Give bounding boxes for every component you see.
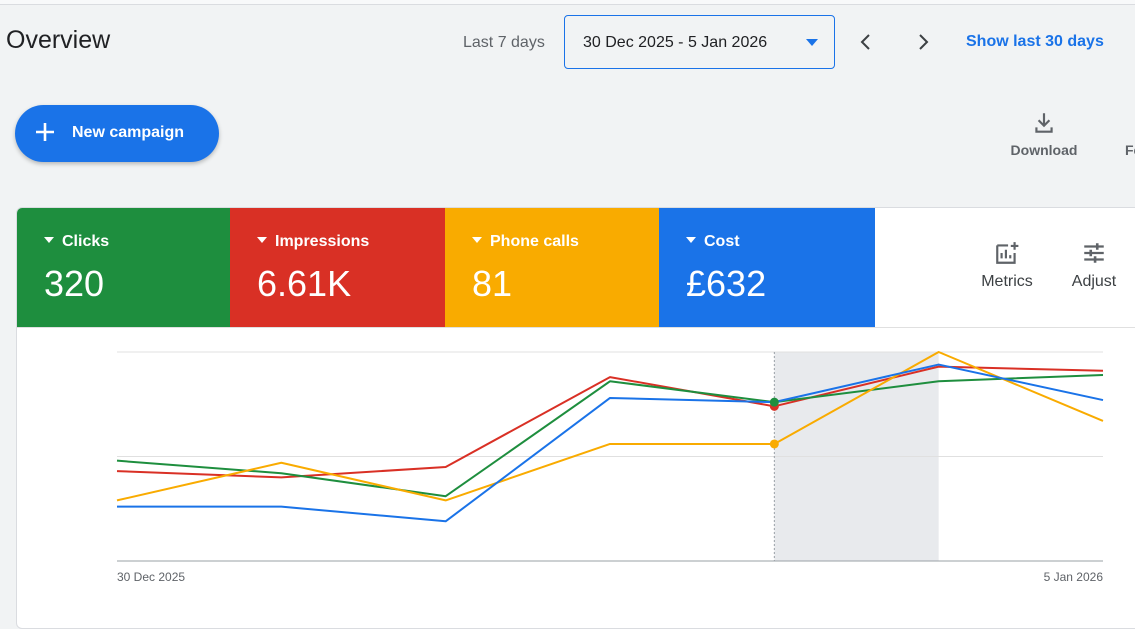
series-line-impressions <box>116 365 1104 479</box>
caret-down-icon <box>257 237 267 243</box>
download-label: Download <box>1010 142 1078 158</box>
metric-label: Clicks <box>62 233 110 250</box>
metric-value: 320 <box>44 263 105 304</box>
metric-tile-clicks[interactable]: Clicks 320 <box>17 208 230 327</box>
show-last-30-days-link[interactable]: Show last 30 days <box>966 33 1104 50</box>
top-divider <box>0 0 1135 5</box>
tile-divider <box>17 327 1135 328</box>
new-campaign-label: New campaign <box>72 124 185 141</box>
metric-tile-cost[interactable]: Cost £632 <box>659 208 875 327</box>
tune-icon <box>1084 243 1104 263</box>
metric-value: £632 <box>686 263 767 304</box>
caret-down-icon <box>472 237 482 243</box>
date-range-value: 30 Dec 2025 - 5 Jan 2026 <box>583 34 768 51</box>
add-chart-icon <box>996 242 1019 264</box>
caret-down-icon <box>686 237 696 243</box>
next-period-button[interactable] <box>911 30 935 54</box>
date-range-label: Last 7 days <box>463 34 545 51</box>
metric-label: Impressions <box>275 233 370 250</box>
metric-value: 6.61K <box>257 263 352 304</box>
date-range-picker[interactable]: 30 Dec 2025 - 5 Jan 2026 <box>564 15 835 69</box>
page-title: Overview <box>6 26 111 54</box>
metric-label: Cost <box>704 233 740 250</box>
metric-value: 81 <box>472 263 513 304</box>
download-button[interactable]: Download <box>1010 110 1078 158</box>
performance-card: Clicks 320 Impressions 6.61K Phone calls… <box>16 207 1135 629</box>
hover-point-phone-calls <box>769 439 779 449</box>
chevron-left-icon <box>860 34 870 50</box>
metric-tile-phone-calls[interactable]: Phone calls 81 <box>445 208 659 327</box>
metric-label: Phone calls <box>490 233 579 250</box>
download-icon <box>1035 113 1053 133</box>
x-tick-label: 30 Dec 2025 <box>117 570 185 584</box>
series-line-cost <box>117 363 1104 523</box>
metric-tile-impressions[interactable]: Impressions 6.61K <box>230 208 445 327</box>
adjust-button[interactable]: Adjust <box>1065 240 1123 291</box>
x-tick-label: 5 Jan 2026 <box>1044 570 1104 584</box>
previous-period-button[interactable] <box>854 30 878 54</box>
adjust-label: Adjust <box>1071 273 1117 290</box>
plus-icon <box>36 123 54 141</box>
new-campaign-button[interactable]: New campaign <box>15 105 219 162</box>
series-line-phone-calls <box>116 351 1104 502</box>
caret-down-icon <box>44 237 54 243</box>
performance-chart[interactable]: 30 Dec 2025 5 Jan 2026 <box>0 327 1135 616</box>
hover-point-clicks <box>769 397 779 407</box>
caret-down-icon <box>806 39 818 46</box>
metrics-label: Metrics <box>981 273 1033 290</box>
truncated-toolbar-button[interactable]: Fe <box>1125 142 1135 158</box>
chevron-right-icon <box>919 34 929 50</box>
series-line-clicks <box>116 373 1104 498</box>
metrics-button[interactable]: Metrics <box>975 240 1039 291</box>
